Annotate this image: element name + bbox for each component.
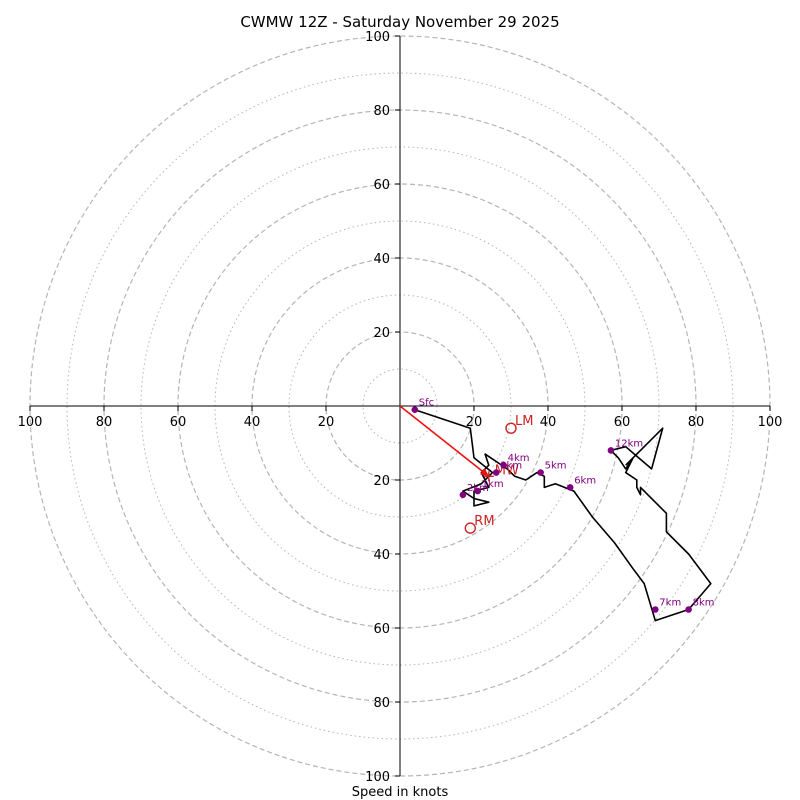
y-tick-label: 60	[373, 178, 390, 193]
x-tick-label: 20	[466, 415, 483, 430]
x-tick-label: 60	[614, 415, 631, 430]
y-tick-label: 20	[373, 474, 390, 489]
y-tick-label: 100	[365, 770, 390, 785]
height-marker-point	[411, 406, 419, 414]
height-marker-point	[492, 469, 500, 476]
height-marker-label: 1km	[482, 479, 504, 490]
y-tick-label: 100	[365, 30, 390, 45]
height-marker-label: 2km	[467, 483, 489, 494]
height-marker-label: 7km	[659, 598, 681, 609]
shear-vector-arrowhead	[480, 468, 489, 477]
y-tick-label: 80	[373, 696, 390, 711]
x-axis-label: Speed in knots	[352, 785, 449, 800]
storm-motion-marker	[464, 522, 476, 534]
height-marker-point	[607, 447, 615, 454]
shear-vector	[399, 405, 490, 477]
shear-vector-line	[399, 405, 490, 477]
x-tick-label: 100	[758, 415, 783, 430]
storm-motion-marker	[505, 422, 517, 434]
x-tick-label: 40	[244, 415, 261, 430]
y-tick-label: 40	[373, 548, 390, 563]
height-marker-point	[685, 606, 692, 613]
x-tick-label: 60	[170, 415, 187, 430]
storm-marker-label: RM	[474, 514, 494, 529]
height-marker-label: Sfc	[419, 398, 434, 409]
height-marker-label: 12km	[615, 438, 643, 449]
hodograph-trace	[414, 408, 712, 622]
chart-title: CWMW 12Z - Saturday November 29 2025	[240, 13, 559, 31]
storm-marker-label: MW	[495, 463, 519, 478]
y-tick-label: 40	[373, 252, 390, 267]
height-marker-point	[537, 469, 544, 476]
height-marker-point	[500, 461, 507, 469]
y-tick-label: 20	[373, 326, 390, 341]
height-marker-label: 8km	[693, 598, 715, 609]
tick-labels: 20 20 20 20 40 40 40 40 60 60 60 60 80 80 80 80 100 100 10…	[18, 30, 783, 785]
height-marker-label: 5km	[545, 461, 567, 472]
x-tick-label: 20	[318, 415, 335, 430]
wind-trace-line	[414, 408, 712, 622]
y-tick-label: 60	[373, 622, 390, 637]
x-tick-label: 100	[18, 415, 43, 430]
storm-marker-label: LM	[515, 414, 533, 429]
height-marker-point	[566, 484, 574, 491]
height-marker-label: 4km	[508, 453, 530, 464]
x-tick-label: 80	[96, 415, 113, 430]
height-marker-label: 3km	[500, 461, 522, 472]
x-tick-label: 40	[540, 415, 557, 430]
x-tick-label: 80	[688, 415, 705, 430]
height-marker-label: 6km	[574, 475, 596, 486]
height-marker-point	[459, 491, 467, 499]
y-tick-label: 80	[373, 104, 390, 119]
height-marker-point	[474, 487, 482, 495]
height-marker-point	[652, 606, 659, 613]
storm-motion-markers: LM RM MW	[464, 414, 533, 534]
